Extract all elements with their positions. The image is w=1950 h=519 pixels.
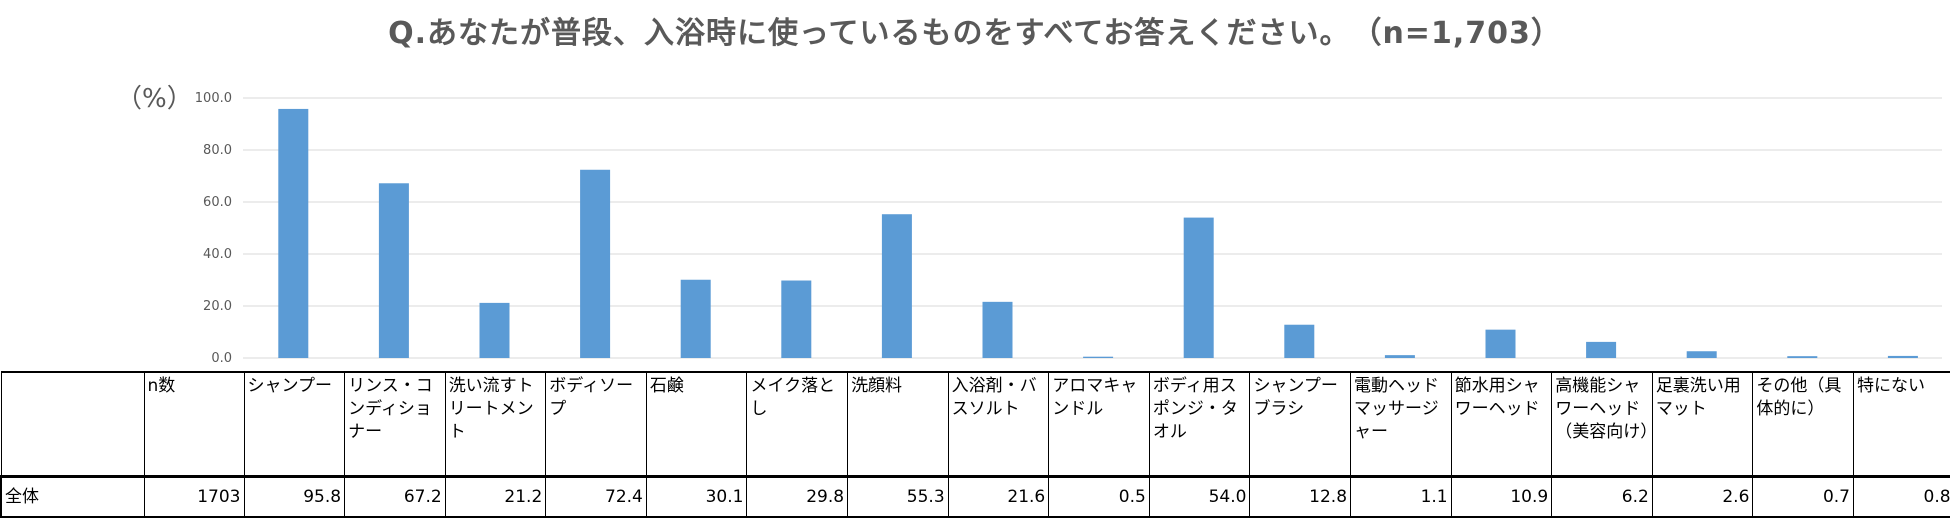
y-tick-label: 80.0 — [203, 143, 232, 158]
bar — [1083, 356, 1114, 358]
bar — [580, 169, 611, 358]
bar — [479, 302, 510, 358]
data-table: n数 シャンプー リンス・コンディショナー 洗い流すトリートメント ボディソープ 石鹸メ… — [0, 371, 1950, 518]
y-tick-label: 40.0 — [203, 247, 232, 262]
value-cell: 12.8 — [1249, 475, 1352, 518]
bar-chart: 0.0 20.0 40.0 60.0 80.0 100.0 — [195, 91, 1942, 366]
n-header-cell: n数 — [143, 371, 245, 477]
value-cell: 10.9 — [1450, 475, 1553, 518]
bar — [378, 183, 409, 358]
value-cell: 0.7 — [1752, 475, 1854, 518]
value-cell: 21.6 — [947, 475, 1050, 518]
category-header-cell: 足裏洗い用マット — [1651, 371, 1754, 477]
bar — [1485, 329, 1516, 358]
category-header-cell: 高機能シャワーヘッド（美容向け） — [1551, 371, 1653, 477]
category-header-cell: ボディソープ — [545, 371, 647, 477]
category-header-cell: 節水用シャワーヘッド — [1450, 371, 1553, 477]
y-tick-label: 60.0 — [203, 195, 232, 210]
category-header-cell: 特にない — [1853, 371, 1950, 477]
bar — [982, 301, 1013, 358]
n-value-cell: 1703 — [143, 475, 245, 518]
bar — [1183, 217, 1214, 358]
category-header-cell: 洗顔料 — [847, 371, 949, 477]
bar — [1887, 355, 1918, 358]
category-header-cell: メイク落とし — [746, 371, 849, 477]
category-header-cell: リンス・コンディショナー — [344, 371, 446, 477]
table-corner-cell — [0, 371, 145, 477]
category-header-cell: 石鹸 — [645, 371, 748, 477]
value-cell: 6.2 — [1551, 475, 1653, 518]
row-label-cell: 全体 — [0, 475, 145, 518]
bar — [1284, 324, 1315, 358]
category-header-cell: 電動ヘッドマッサージャー — [1350, 371, 1452, 477]
y-axis-unit-label: （%） — [116, 84, 193, 114]
bar — [278, 108, 309, 358]
category-header-cell: 入浴剤・バスソルト — [947, 371, 1050, 477]
value-cell: 95.8 — [243, 475, 346, 518]
bar — [1686, 351, 1717, 358]
value-cell: 67.2 — [344, 475, 446, 518]
value-cell: 0.5 — [1048, 475, 1150, 518]
bar — [680, 279, 711, 358]
value-cell: 1.1 — [1350, 475, 1452, 518]
category-header-cell: シャンプーブラシ — [1249, 371, 1352, 477]
value-cell: 30.1 — [645, 475, 748, 518]
bar — [781, 280, 812, 358]
table-data-row: 全体 1703 95.8 67.2 21.2 72.4 30.1 29.8 55.3 21.6… — [0, 475, 1950, 518]
value-cell: 55.3 — [847, 475, 949, 518]
value-cell: 0.8 — [1853, 475, 1950, 518]
value-cell: 72.4 — [545, 475, 647, 518]
category-header-cell: その他（具体的に） — [1752, 371, 1854, 477]
value-cell: 21.2 — [444, 475, 547, 518]
category-header-cell: ボディ用スポンジ・タオル — [1148, 371, 1251, 477]
bar — [1384, 355, 1415, 358]
value-cell: 54.0 — [1148, 475, 1251, 518]
category-header-cell: アロマキャンドル — [1048, 371, 1150, 477]
value-cell: 29.8 — [746, 475, 849, 518]
chart-title: Q.あなたが普段、入浴時に使っているものをすべてお答えください。 （n=1,70… — [388, 16, 1562, 51]
bar — [1586, 341, 1617, 358]
y-tick-label: 0.0 — [211, 351, 232, 366]
y-tick-label: 100.0 — [195, 91, 232, 106]
bar — [1787, 356, 1818, 358]
y-tick-label: 20.0 — [203, 299, 232, 314]
value-cell: 2.6 — [1651, 475, 1754, 518]
bar — [881, 214, 912, 358]
category-header-cell: シャンプー — [243, 371, 346, 477]
category-header-cell: 洗い流すトリートメント — [444, 371, 547, 477]
table-header-row: n数 シャンプー リンス・コンディショナー 洗い流すトリートメント ボディソープ 石鹸メ… — [0, 371, 1950, 477]
